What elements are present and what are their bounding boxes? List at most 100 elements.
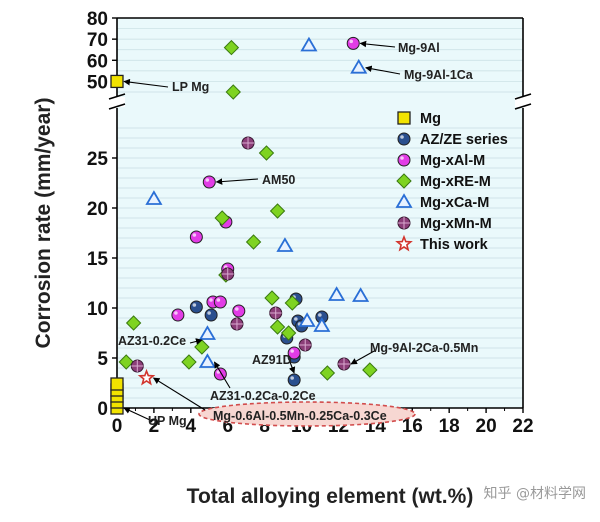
annotation-label: LP Mg [172, 80, 209, 94]
data-point [198, 353, 216, 368]
y-tick-label: 50 [87, 72, 108, 93]
data-point-highlight [192, 233, 197, 237]
annotation-label: AZ31-0.2Ca-0.2Ce [210, 389, 316, 403]
data-point [269, 319, 286, 335]
annotation-label: Mg-0.6Al-0.5Mn-0.25Ca-0.3Ce [213, 409, 387, 423]
data-point [362, 362, 378, 378]
series-this-work [137, 368, 156, 386]
legend-marker [397, 132, 411, 146]
data-point-highlight [290, 376, 294, 380]
legend: Mg AZ/ZE series Mg-xAl-M Mg-xRE-M Mg-xCa-M Mg… [395, 111, 508, 253]
axis-break-gap [109, 97, 125, 107]
data-point [350, 58, 368, 74]
annotation-arrow [123, 407, 151, 421]
axis-break-mark [108, 93, 126, 100]
plot-background [117, 18, 523, 408]
annotation-arrow [288, 361, 296, 374]
data-point [214, 210, 230, 226]
data-point [198, 325, 216, 340]
data-point [300, 36, 318, 52]
data-point [213, 295, 227, 309]
annotation-label: AZ31-0.2Ce [118, 334, 186, 348]
data-point [223, 39, 240, 56]
data-point [181, 354, 197, 370]
data-point [313, 317, 331, 332]
watermark: 知乎 @材料学网 [483, 486, 586, 502]
x-axis-title: Total alloying element (wt.%) [187, 485, 474, 508]
x-tick-label: 22 [512, 416, 533, 437]
data-point-highlight [318, 313, 322, 317]
legend-marker-highlight [400, 135, 404, 139]
series-mg [110, 74, 124, 415]
y-tick-label: 15 [87, 249, 109, 270]
data-point [110, 74, 124, 89]
legend-label: Mg-xAl-M [420, 153, 485, 169]
data-point [189, 230, 203, 244]
legend-marker [397, 153, 411, 167]
legend-marker [396, 173, 412, 189]
data-point [346, 36, 360, 50]
annotation-label: AZ91D [252, 353, 292, 367]
data-point-highlight [216, 298, 221, 302]
data-point-highlight [205, 178, 210, 182]
y-tick-label: 25 [87, 149, 109, 170]
annotation-label: UP Mg [148, 414, 187, 428]
data-point-highlight [294, 317, 298, 321]
data-point-highlight [349, 39, 354, 44]
data-point [245, 234, 262, 250]
x-tick-label: 16 [402, 416, 423, 437]
data-point [264, 290, 280, 306]
y-tick-label: 0 [97, 399, 108, 420]
axis-break-mark [108, 103, 126, 110]
y-tick-label: 10 [87, 299, 108, 320]
data-point-highlight [209, 298, 213, 302]
data-point [352, 287, 370, 302]
data-point [137, 368, 156, 386]
annotation-arrow [213, 361, 231, 389]
x-tick-label: 8 [259, 416, 270, 437]
this-work-ellipse [198, 401, 416, 427]
legend-marker [397, 111, 411, 125]
annotation-arrow [152, 377, 206, 411]
annotation-label: AM50 [262, 173, 295, 187]
legend-label: Mg [420, 111, 441, 127]
annotation-arrow [359, 40, 396, 48]
axis-break-mark [514, 103, 532, 110]
data-point-highlight [174, 311, 178, 315]
data-point [298, 312, 316, 327]
data-point [232, 304, 246, 318]
legend-label: Mg-xRE-M [420, 174, 491, 190]
y-axis-title: Corrosion rate (mm/year) [32, 98, 55, 349]
data-point [225, 84, 241, 100]
data-point [110, 377, 124, 391]
annotation-arrow [123, 78, 169, 88]
legend-label: Mg-xMn-M [420, 216, 492, 232]
data-point [287, 373, 301, 387]
data-point-highlight [290, 349, 294, 353]
data-point [280, 325, 297, 341]
y-tick-label: 80 [87, 9, 108, 30]
data-point [118, 354, 134, 370]
data-point-highlight [192, 303, 197, 307]
annotation-label: Mg-9Al [398, 41, 440, 55]
annotation-arrow [215, 178, 259, 185]
data-point [145, 190, 163, 205]
data-point [125, 315, 142, 331]
annotation-arrow [189, 338, 203, 345]
data-point [189, 300, 203, 314]
y-tick-label: 70 [87, 30, 108, 51]
series-mg-xca-m [145, 36, 370, 368]
x-tick-label: 20 [476, 416, 497, 437]
data-point [258, 145, 275, 161]
legend-label: AZ/ZE series [420, 132, 508, 148]
x-tick-label: 18 [439, 416, 460, 437]
annotation-label: Mg-9Al-1Ca [404, 68, 474, 82]
y-tick-label: 5 [97, 349, 108, 370]
y-tick-label: 20 [87, 199, 108, 220]
data-point [319, 365, 336, 381]
legend-marker [395, 193, 413, 208]
data-point [171, 308, 185, 322]
x-tick-label: 2 [149, 416, 160, 437]
legend-marker-highlight [400, 156, 404, 160]
